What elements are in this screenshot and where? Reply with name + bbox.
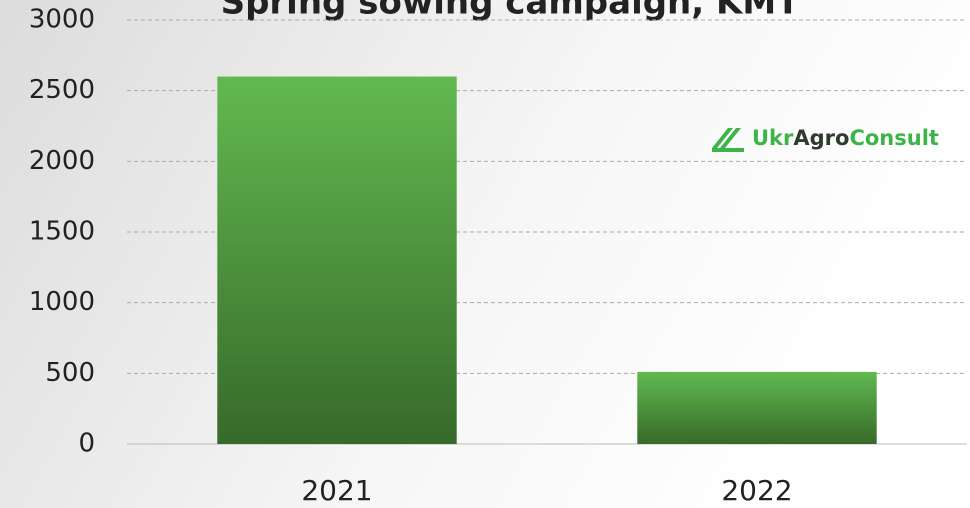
- y-tick-label: 2500: [29, 75, 95, 105]
- bar: [217, 76, 457, 445]
- logo-text: UkrAgroConsult: [752, 126, 939, 150]
- logo: UkrAgroConsult: [712, 126, 939, 152]
- bar: [637, 371, 877, 444]
- logo-part: Consult: [849, 126, 938, 150]
- chart-title: Spring sowing campaign, KMT: [221, 0, 801, 23]
- logo-part: Agro: [793, 126, 849, 150]
- y-tick-label: 2000: [29, 146, 95, 176]
- y-tick-label: 1500: [29, 217, 95, 247]
- logo-part: Ukr: [752, 126, 794, 150]
- y-tick-label: 0: [78, 429, 95, 459]
- y-tick-label: 3000: [29, 5, 95, 35]
- x-tick-label: 2021: [301, 474, 372, 507]
- y-tick-label: 500: [45, 358, 95, 388]
- x-tick-label: 2022: [721, 474, 792, 507]
- y-tick-label: 1000: [29, 287, 95, 317]
- logo-icon: [712, 128, 744, 152]
